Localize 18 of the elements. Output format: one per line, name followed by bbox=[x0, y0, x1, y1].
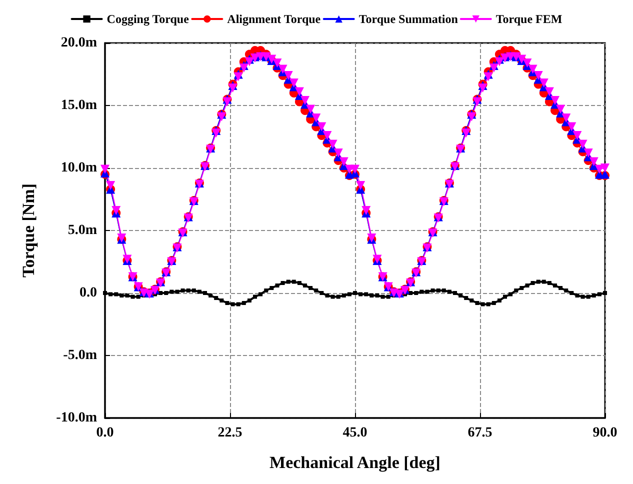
y-tick-label: 10.0m bbox=[60, 160, 98, 176]
x-axis-title: Mechanical Angle [deg] bbox=[270, 453, 440, 472]
x-tick-label: 22.5 bbox=[218, 426, 242, 440]
x-tick-label: 0.0 bbox=[96, 426, 114, 440]
y-tick-label: 5.0m bbox=[68, 223, 98, 238]
x-tick-label: 90.0 bbox=[592, 426, 618, 440]
legend-label: Torque Summation bbox=[358, 12, 458, 26]
y-tick-label: 20.0m bbox=[60, 36, 98, 50]
y-axis-title: Torque [Nm] bbox=[19, 184, 38, 278]
y-tick-label: -10.0m bbox=[56, 410, 98, 426]
x-tick-label: 67.5 bbox=[468, 426, 492, 440]
y-tick-label: 15.0m bbox=[60, 98, 98, 113]
legend-label: Alignment Torque bbox=[227, 12, 322, 26]
legend-label: Torque FEM bbox=[496, 12, 562, 26]
y-tick-label: 0.0 bbox=[80, 286, 97, 300]
x-tick-label: 45.0 bbox=[342, 426, 368, 440]
y-tick-label: -5.0m bbox=[63, 348, 98, 363]
legend-label: Cogging Torque bbox=[106, 12, 190, 26]
